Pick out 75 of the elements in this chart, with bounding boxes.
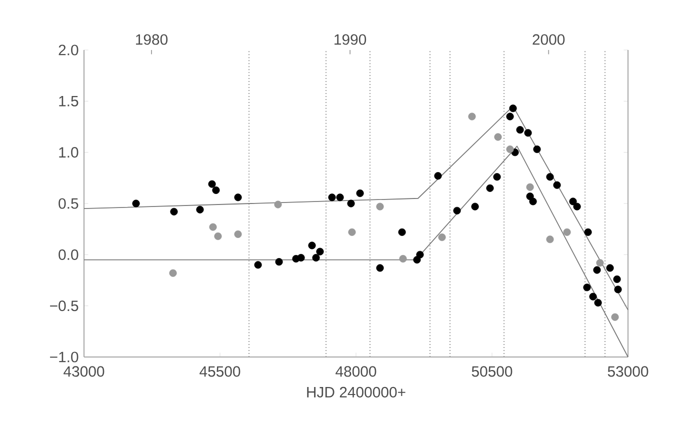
point [526,183,534,191]
point [596,259,604,267]
point [486,184,494,192]
x-tick-label: 45500 [200,366,240,377]
x2-tick-label: 1990 [334,34,366,45]
point [584,228,592,236]
y-tick-label: 1.5 [59,96,78,106]
point [506,112,514,120]
point [611,313,619,321]
point [516,126,524,134]
point [434,172,442,180]
point [438,233,446,242]
point [356,189,364,198]
point [494,133,502,141]
x-axis-title: HJD 2400000+ [307,386,406,398]
point [583,284,591,292]
point [316,248,324,256]
point [214,232,222,240]
point [376,264,384,272]
point [347,200,355,208]
y-tick-label: 2.0 [58,44,78,56]
point [614,286,622,294]
point [546,236,554,244]
point [509,104,517,112]
point [336,194,344,202]
point [594,298,602,307]
point [297,254,305,262]
point [169,269,177,277]
point [524,129,532,137]
point [274,200,282,208]
point [506,145,514,154]
point [573,202,581,210]
point [471,202,479,210]
y-tick-label: 0.0 [58,249,78,260]
y-tick-label: −0.5 [50,300,78,312]
point [613,275,621,284]
point [275,258,283,266]
point [529,198,537,206]
point [132,200,140,208]
point [209,223,217,231]
point [493,173,501,181]
y-tick-label: −1.0 [50,352,78,362]
point [593,266,601,274]
y-tick-label: 0.5 [58,198,78,209]
y-tick-label: 1.0 [59,147,78,158]
point [398,228,406,236]
point [312,254,320,262]
point [348,228,356,236]
point [208,180,216,188]
point [606,264,614,272]
point [546,173,554,181]
point [468,112,476,120]
point [212,186,220,194]
point [563,228,571,236]
point [170,208,178,216]
x2-tick-label: 1980 [136,34,168,45]
point [416,250,424,258]
point [589,292,597,300]
x-tick-label: 53000 [608,366,648,377]
point [376,202,384,210]
point [533,145,541,154]
x-tick-label: 50500 [472,366,512,377]
point [308,242,316,250]
point [328,194,336,202]
point [453,206,461,214]
point [254,261,262,269]
point [234,194,242,202]
point [553,181,561,189]
x-tick-label: 43000 [64,366,104,377]
point [196,206,204,214]
x-tick-label: 48000 [336,366,376,377]
x2-tick-label: 2000 [532,34,565,45]
point [399,254,407,263]
point [569,198,577,206]
point [234,230,242,238]
